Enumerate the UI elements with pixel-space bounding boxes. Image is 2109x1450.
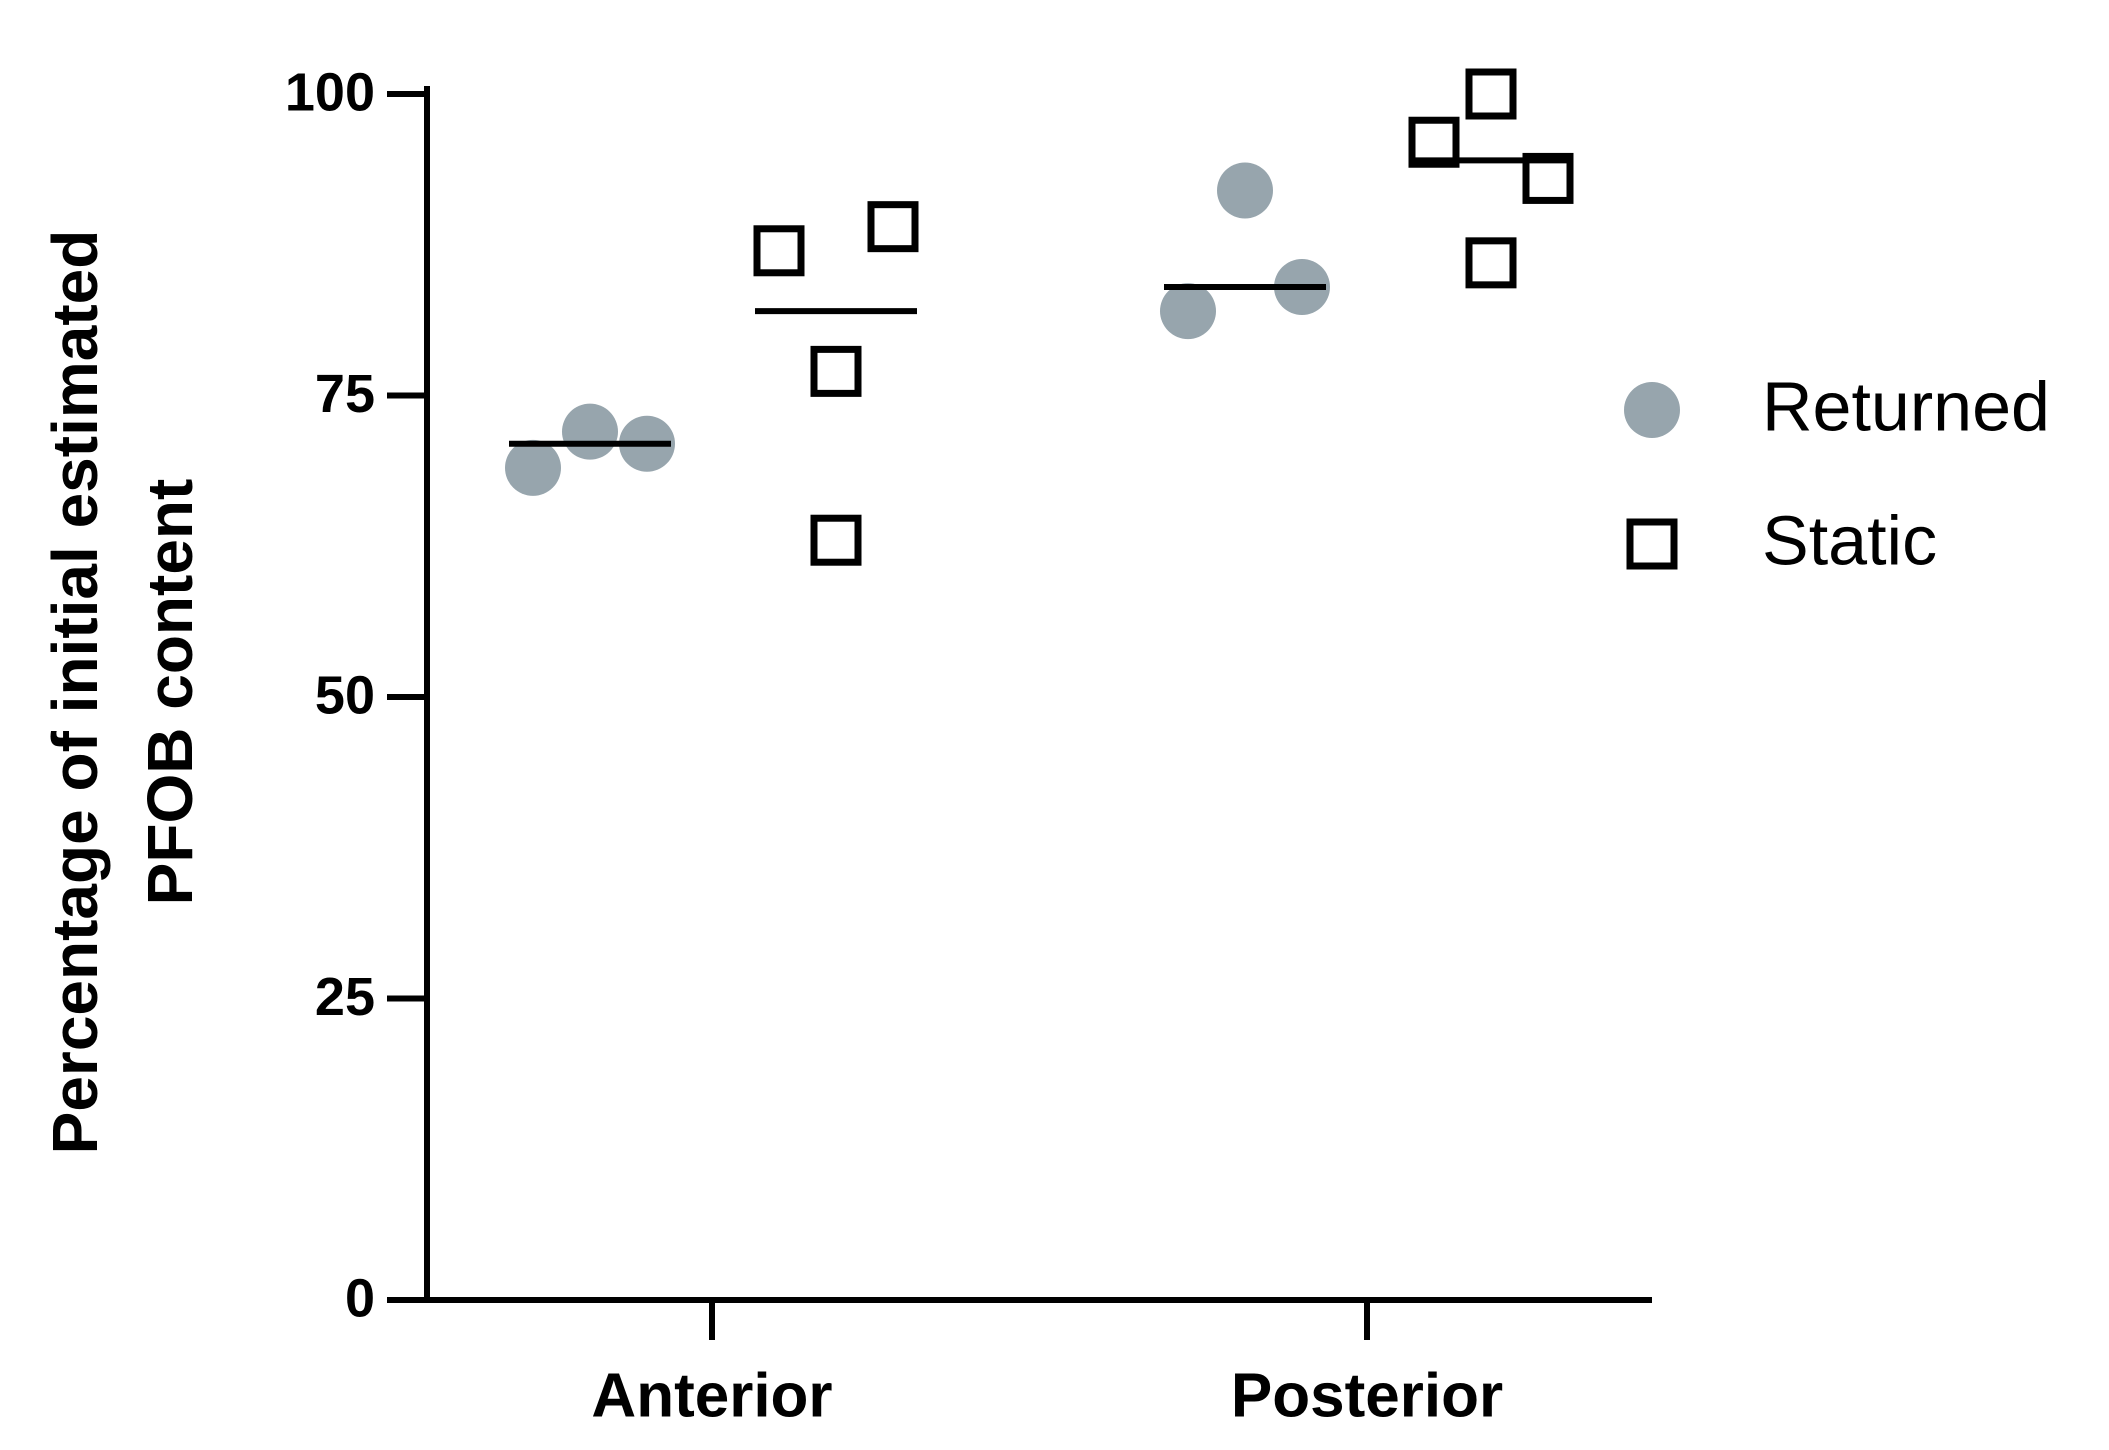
x-tick-label: Anterior xyxy=(591,1361,832,1430)
y-tick-label: 25 xyxy=(315,967,375,1027)
y-tick-label: 75 xyxy=(315,364,375,424)
legend-marker xyxy=(1626,518,1678,570)
point xyxy=(1217,162,1273,219)
point xyxy=(810,514,862,566)
y-axis-title: PFOB content xyxy=(134,479,206,906)
y-tick-label: 50 xyxy=(315,665,375,725)
y-tick-label: 100 xyxy=(285,62,375,122)
point xyxy=(1160,283,1216,340)
point xyxy=(562,403,618,460)
y-tick-label: 0 xyxy=(345,1268,375,1328)
point xyxy=(1465,237,1517,289)
point xyxy=(867,201,919,253)
point xyxy=(505,439,561,496)
y-title-group: Percentage of initial estimated PFOB con… xyxy=(39,230,206,1155)
x-tick-label: Posterior xyxy=(1231,1361,1503,1430)
point xyxy=(1408,116,1460,168)
legend-label: Returned xyxy=(1762,367,2050,445)
point xyxy=(1465,68,1517,120)
point xyxy=(753,225,805,277)
point xyxy=(1522,152,1574,204)
legend-label: Static xyxy=(1762,501,1937,579)
point xyxy=(810,345,862,397)
legend-marker xyxy=(1624,382,1680,438)
y-axis-title: Percentage of initial estimated xyxy=(39,230,111,1155)
